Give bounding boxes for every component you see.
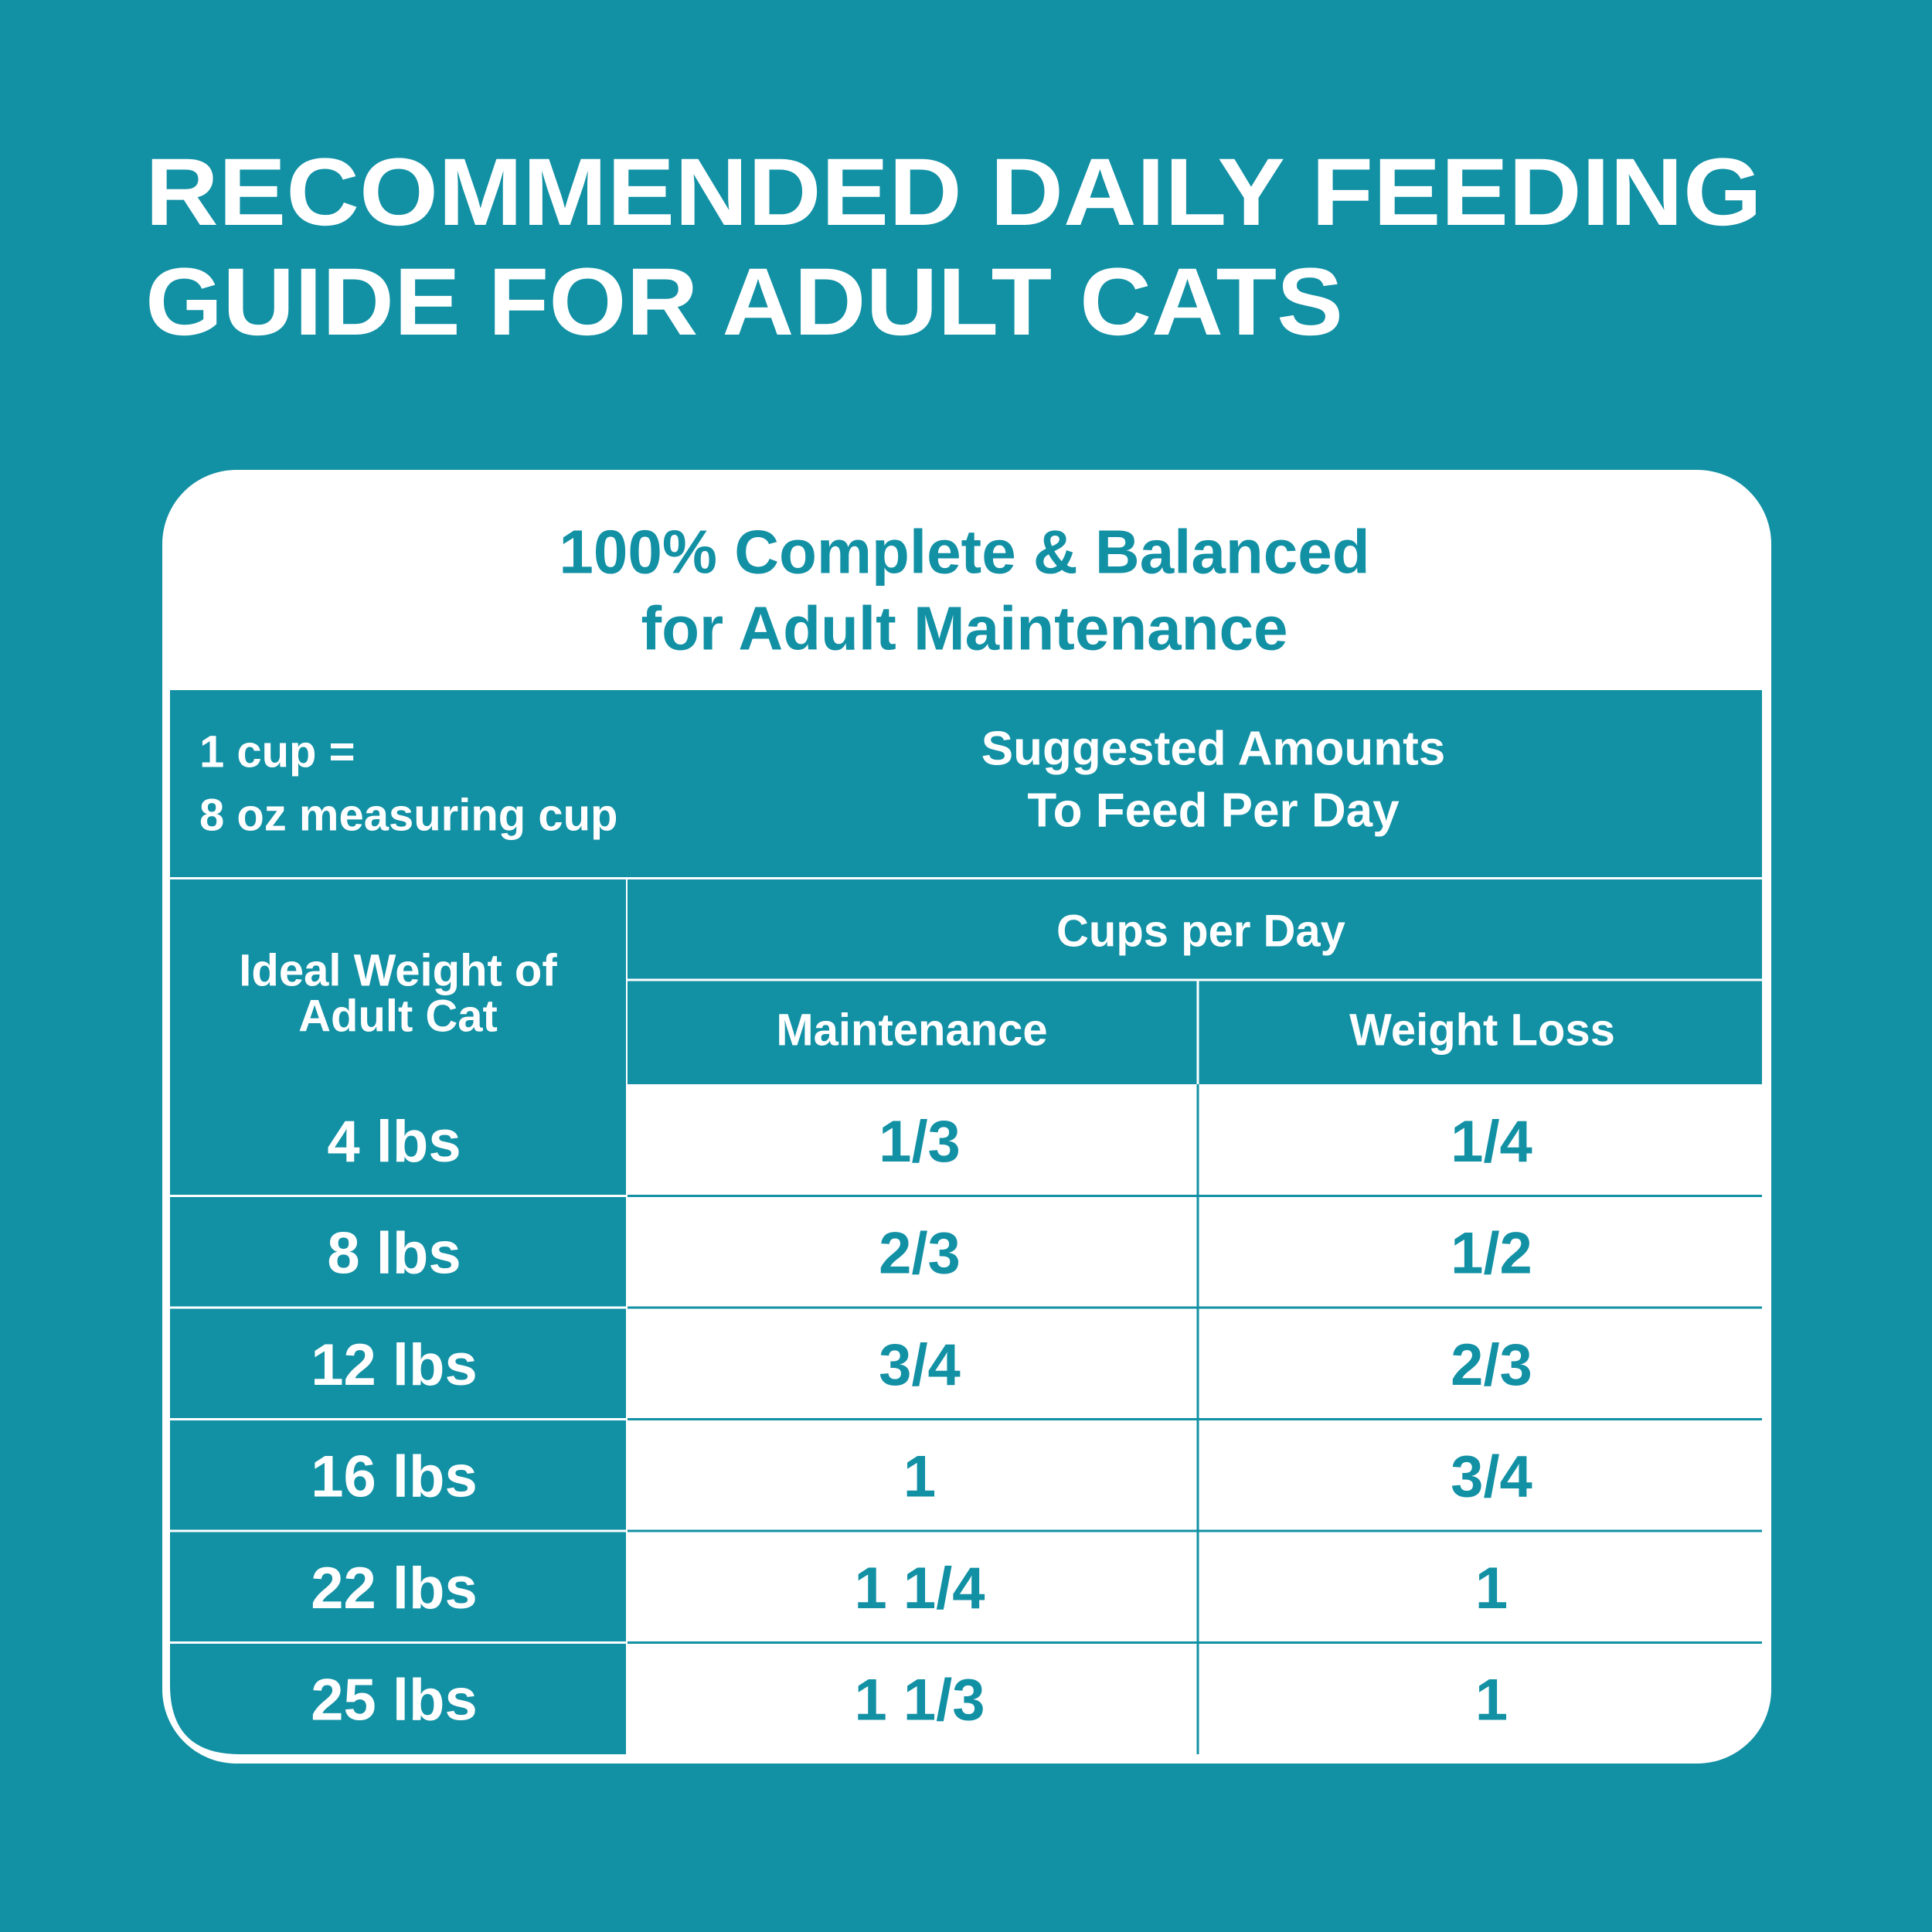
weight-cell: 8 lbs	[327, 1220, 461, 1286]
weight-cell: 12 lbs	[311, 1332, 477, 1398]
amount-cell: 1	[1475, 1667, 1508, 1733]
amount-cell: 2/3	[879, 1220, 961, 1286]
amount-cell: 1 1/3	[854, 1667, 985, 1733]
cups-header-label: Cups per Day	[1056, 906, 1345, 957]
amount-cell: 3/4	[1451, 1444, 1532, 1509]
title-line: RECOMMENDED DAILY FEEDING	[145, 139, 1762, 246]
cups-header	[628, 879, 1762, 1084]
subtitle: for Adult Maintenance	[641, 594, 1287, 663]
weight-header: Ideal Weight of	[239, 946, 557, 996]
amount-cell: 1	[903, 1444, 936, 1509]
title-line: GUIDE FOR ADULT CATS	[145, 249, 1343, 355]
weight-cell: 4 lbs	[327, 1109, 461, 1175]
amount-cell: 1	[1475, 1556, 1508, 1621]
amounts-header: Suggested Amounts	[981, 723, 1446, 776]
amount-cell: 2/3	[1451, 1332, 1532, 1398]
column-header: Weight Loss	[1349, 1005, 1615, 1056]
amount-cell: 3/4	[879, 1332, 961, 1398]
amount-cell: 1 1/4	[854, 1556, 985, 1621]
amount-cell: 1/3	[879, 1109, 961, 1175]
weight-cell: 25 lbs	[311, 1667, 477, 1733]
amount-cell: 1/2	[1451, 1220, 1532, 1286]
cup-note: 8 oz measuring cup	[199, 791, 617, 841]
weight-header: Adult Cat	[298, 992, 498, 1042]
header-band	[170, 690, 1762, 877]
weight-cell: 16 lbs	[311, 1444, 477, 1509]
amounts-header: To Feed Per Day	[1027, 784, 1400, 838]
amount-cell: 1/4	[1451, 1109, 1532, 1175]
column-header: Maintenance	[776, 1005, 1047, 1056]
subtitle: 100% Complete & Balanced	[559, 518, 1369, 587]
cup-note: 1 cup =	[199, 727, 355, 777]
weight-cell: 22 lbs	[311, 1556, 477, 1621]
weight-column	[170, 879, 626, 1754]
